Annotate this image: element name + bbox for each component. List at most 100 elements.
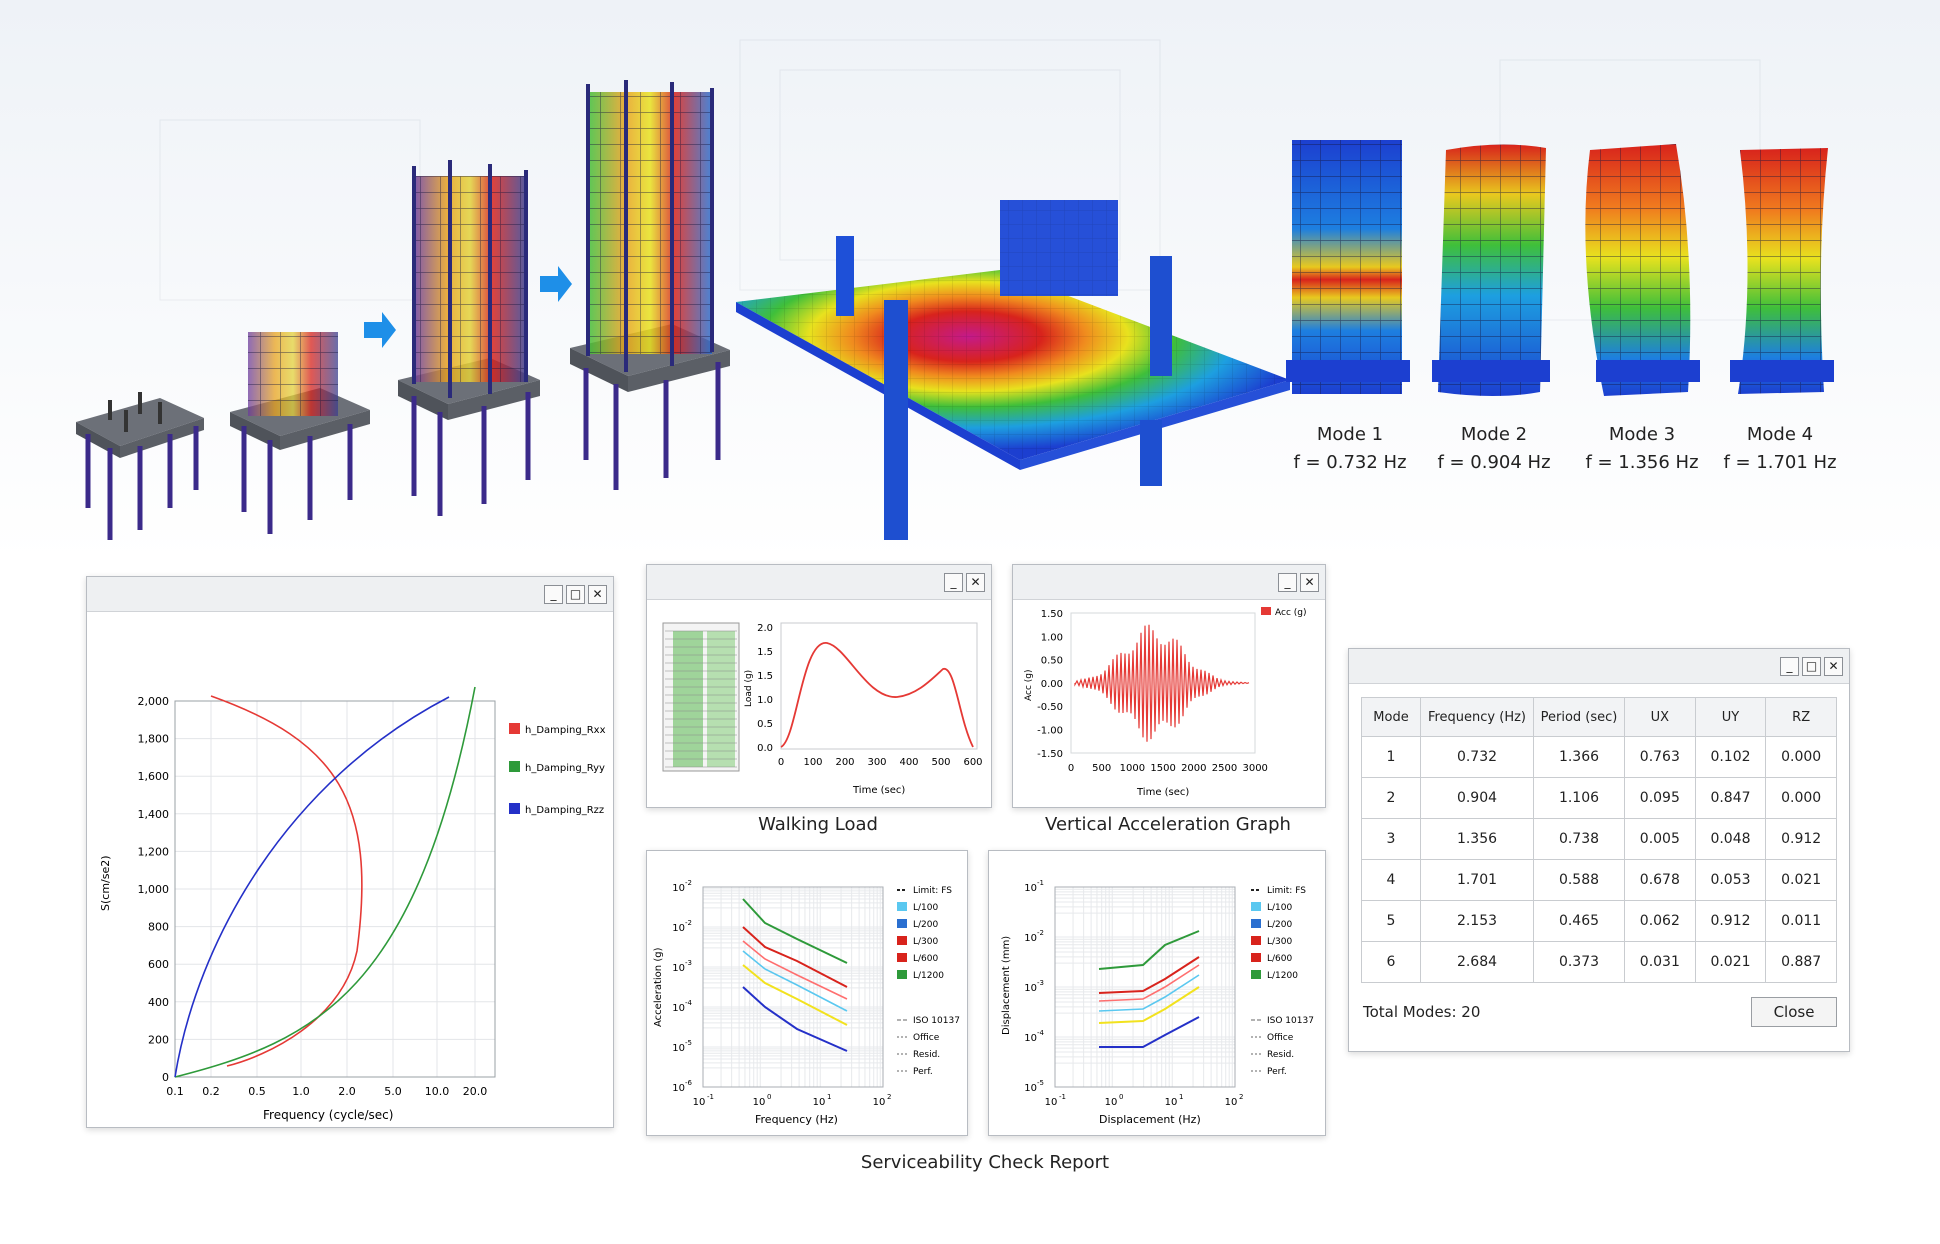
report-caption: Serviceability Check Report	[860, 1152, 1110, 1173]
x-tick-label: 0.5	[248, 1085, 266, 1098]
limit-fs-line	[1099, 1016, 1200, 1048]
x-tick-label: 0.2	[202, 1085, 220, 1098]
table-row[interactable]: 3 1.356 0.738 0.005 0.048 0.912	[1361, 818, 1837, 860]
stage-lowrise-model	[230, 332, 370, 534]
modal-results-table: Mode Frequency (Hz) Period (sec) UX UY R…	[1361, 697, 1837, 983]
displacement-check-window: 10 -1 10 -2 10 -3 10 -4 10 -5 10 -1 10 0 10 1 10 2 Limit…	[988, 850, 1326, 1136]
table-cell: 0.588	[1533, 859, 1625, 901]
maximize-button[interactable]: □	[566, 585, 585, 604]
y-tick-label: 600	[148, 958, 169, 971]
x-axis-label: Time (sec)	[1136, 787, 1189, 798]
close-button[interactable]: ✕	[588, 585, 607, 604]
minimize-button[interactable]: _	[544, 585, 563, 604]
table-cell: 0.373	[1533, 941, 1625, 983]
y-tick-exponent: -4	[685, 999, 693, 1007]
table-row[interactable]: 5 2.153 0.465 0.062 0.912 0.011	[1361, 900, 1837, 942]
x-tick-label: 400	[899, 757, 918, 768]
legend-item: ISO 10137	[1267, 1016, 1314, 1026]
table-cell: 0.095	[1624, 777, 1696, 819]
y-tick-label: -0.50	[1037, 702, 1063, 713]
minimize-button[interactable]: _	[1278, 573, 1297, 592]
table-row[interactable]: 4 1.701 0.588 0.678 0.053 0.021	[1361, 859, 1837, 901]
window-titlebar[interactable]: _ ✕	[1013, 565, 1325, 600]
y-tick-label: 0.00	[1041, 679, 1063, 690]
table-cell: 0.912	[1765, 818, 1837, 860]
y-axis-label: Acc (g)	[1024, 670, 1034, 702]
mode-2-frequency: f = 0.904 Hz	[1437, 452, 1551, 473]
table-cell: 6	[1361, 941, 1421, 983]
table-cell: 4	[1361, 859, 1421, 901]
column-header: Period (sec)	[1533, 697, 1625, 737]
x-tick-label: 10	[813, 1097, 826, 1108]
minimize-button[interactable]: _	[1780, 657, 1799, 676]
minimize-button[interactable]: _	[944, 573, 963, 592]
table-cell: 0.062	[1624, 900, 1696, 942]
y-tick-label: 400	[148, 996, 169, 1009]
x-tick-exponent: 1	[827, 1093, 831, 1101]
x-tick-label: 2500	[1212, 763, 1237, 774]
maximize-button[interactable]: □	[1802, 657, 1821, 676]
x-tick-label: 500	[931, 757, 950, 768]
y-tick-label: 2.0	[757, 623, 773, 634]
legend-item: L/300	[913, 937, 938, 947]
mode-4-label: Mode 4	[1746, 424, 1814, 445]
y-tick-exponent: -1	[1037, 879, 1044, 887]
close-dialog-button[interactable]: Close	[1751, 997, 1837, 1027]
y-tick-label: -1.00	[1037, 726, 1063, 737]
y-tick-label: 1,000	[138, 883, 170, 896]
table-cell: 3	[1361, 818, 1421, 860]
legend-swatch	[897, 953, 907, 962]
mode-3-frequency: f = 1.356 Hz	[1585, 452, 1699, 473]
x-tick-label: 10	[1045, 1097, 1058, 1108]
table-row[interactable]: 1 0.732 1.366 0.763 0.102 0.000	[1361, 736, 1837, 778]
mode-3-label: Mode 3	[1608, 424, 1676, 445]
legend-item: Limit: FS	[1267, 886, 1306, 896]
x-axis-label: Frequency (Hz)	[755, 1113, 838, 1126]
limit-l600-line	[1098, 956, 1200, 994]
stage-foundation-model	[76, 392, 204, 540]
modal-results-window: _ □ ✕ Mode Frequency (Hz) Period (sec) U…	[1348, 648, 1850, 1052]
table-row[interactable]: 2 0.904 1.106 0.095 0.847 0.000	[1361, 777, 1837, 819]
y-tick-label: 1.5	[757, 647, 773, 658]
table-cell: 0.102	[1694, 736, 1767, 778]
close-button[interactable]: ✕	[1300, 573, 1319, 592]
chart-legend: Limit: FS L/100 L/200 L/300 L/600 L/1200 ISO 1…	[897, 886, 960, 1077]
table-cell: 0.678	[1624, 859, 1696, 901]
window-titlebar[interactable]: _ □ ✕	[1349, 649, 1849, 684]
y-tick-label: 10	[1024, 983, 1037, 994]
window-titlebar[interactable]: _ ✕	[647, 565, 991, 600]
close-button[interactable]: ✕	[1824, 657, 1843, 676]
y-tick-label: 800	[148, 921, 169, 934]
x-tick-label: 0.1	[166, 1085, 184, 1098]
y-tick-exponent: -2	[685, 879, 692, 887]
table-cell: 1.366	[1533, 736, 1625, 778]
x-tick-exponent: 0	[1119, 1093, 1123, 1101]
legend-swatch	[1261, 607, 1271, 615]
limit-l200-line	[1098, 974, 1200, 1012]
y-axis-label: Displacement (mm)	[1001, 936, 1012, 1035]
curve-h-damping-rzz	[174, 696, 450, 1078]
y-tick-exponent: -2	[685, 919, 692, 927]
limit-l300-line	[1098, 964, 1200, 1002]
x-tick-label: 200	[835, 757, 854, 768]
mode-4-frequency: f = 1.701 Hz	[1723, 452, 1837, 473]
structural-model-scene	[0, 0, 1940, 560]
window-titlebar[interactable]: _ □ ✕	[87, 577, 613, 612]
table-cell: 0.031	[1624, 941, 1696, 983]
y-tick-label: 10	[672, 923, 685, 934]
curve-h-damping-rxx	[210, 695, 363, 1067]
close-button[interactable]: ✕	[966, 573, 985, 592]
chart-legend: h_Damping_Rxx h_Damping_Ryy h_Damping_Rz…	[509, 723, 606, 816]
table-cell: 1.106	[1533, 777, 1625, 819]
vertical-acceleration-window: _ ✕ 1.50 1.00 0.50 0.00 -0.50 -1.00 -1.50 0 500…	[1012, 564, 1326, 808]
y-tick-label: 0.50	[1041, 656, 1063, 667]
legend-item: h_Damping_Rzz	[525, 805, 604, 816]
y-tick-label: 1,800	[138, 733, 170, 746]
y-tick-label: 10	[672, 963, 685, 974]
table-cell: 0.763	[1624, 736, 1696, 778]
legend-swatch	[1251, 919, 1261, 928]
x-tick-label: 10	[1105, 1097, 1118, 1108]
legend-item: Acc (g)	[1275, 608, 1307, 618]
table-row[interactable]: 6 2.684 0.373 0.031 0.021 0.887	[1361, 941, 1837, 983]
legend-item: Office	[1267, 1033, 1294, 1043]
